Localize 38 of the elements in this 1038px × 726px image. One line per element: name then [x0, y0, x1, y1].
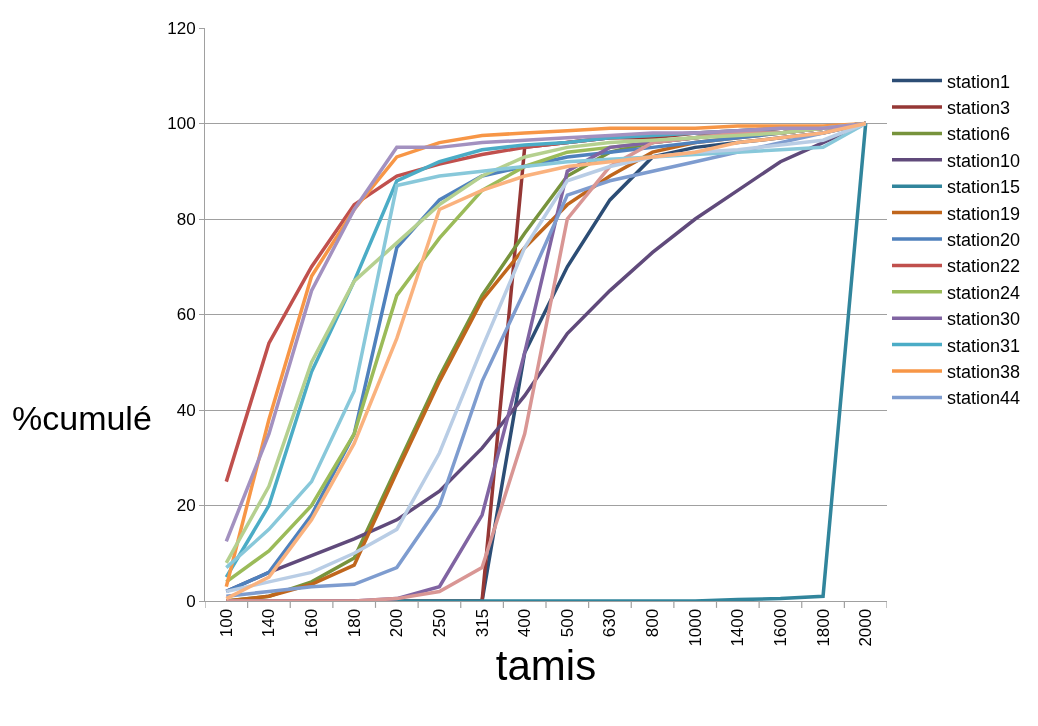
x-tick-label: 400: [515, 608, 535, 638]
x-tick-label: 1600: [770, 608, 790, 647]
y-tick-label: 60: [176, 305, 196, 325]
y-tick-label: 0: [186, 591, 196, 611]
y-tick-label: 80: [176, 209, 196, 229]
x-tick-label: 1800: [813, 608, 833, 647]
y-tick-label: 40: [176, 400, 196, 420]
legend-label: station19: [947, 203, 1021, 224]
y-tick-label: 20: [176, 496, 196, 516]
y-axis-title: %cumulé: [12, 399, 152, 437]
x-tick-label: 630: [600, 608, 620, 638]
x-tick-label: 2000: [856, 608, 876, 647]
legend-label: station1: [947, 71, 1011, 92]
x-tick-label: 500: [557, 608, 577, 638]
legend-label: station38: [947, 362, 1021, 382]
legend-label: station22: [947, 256, 1021, 277]
legend-label: station10: [947, 150, 1021, 171]
y-tick-label: 120: [167, 18, 196, 38]
x-tick-label: 200: [387, 608, 407, 638]
legend-label: station3: [947, 98, 1011, 118]
x-tick-label: 160: [302, 608, 322, 638]
legend-label: station6: [947, 124, 1011, 145]
x-tick-label: 1000: [685, 608, 705, 647]
x-tick-label: 800: [643, 608, 663, 638]
legend-label: station20: [947, 230, 1021, 250]
legend-label: station44: [947, 388, 1021, 409]
y-tick-label: 100: [167, 114, 196, 134]
x-axis-title: tamis: [495, 641, 597, 689]
legend-label: station24: [947, 282, 1021, 303]
x-tick-label: 315: [472, 608, 492, 638]
legend-label: station15: [947, 177, 1021, 198]
legend-label: station31: [947, 335, 1021, 356]
x-tick-label: 1400: [728, 608, 748, 647]
x-tick-label: 140: [259, 608, 279, 638]
x-tick-label: 250: [429, 608, 449, 638]
x-tick-label: 100: [216, 608, 236, 638]
x-tick-label: 180: [344, 608, 364, 638]
legend-label: station30: [947, 309, 1021, 330]
